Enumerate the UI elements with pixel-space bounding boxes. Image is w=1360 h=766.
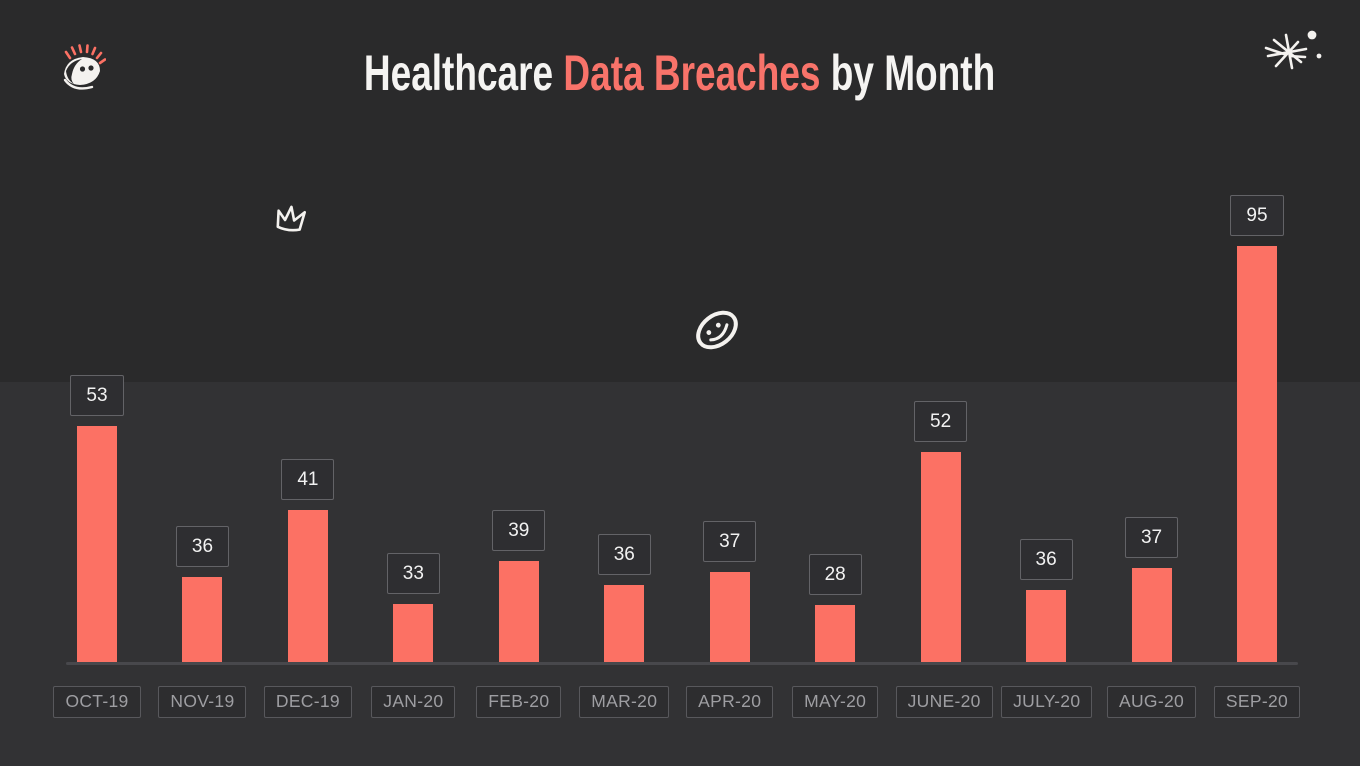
month-label-cell: DEC-19	[263, 686, 353, 718]
bar-column-may-20: 28	[790, 554, 880, 664]
month-label: JULY-20	[1001, 686, 1093, 718]
smiley-doodle-icon	[696, 310, 738, 350]
month-label: SEP-20	[1213, 686, 1301, 718]
value-label: 39	[492, 510, 546, 551]
x-axis-labels: OCT-19 NOV-19 DEC-19 JAN-20 FEB-20 MAR-20 APR-…	[52, 686, 1302, 718]
bar	[287, 510, 328, 664]
value-label: 95	[1230, 195, 1284, 236]
crown-doodle-icon	[276, 205, 307, 232]
value-label: 53	[70, 375, 124, 416]
value-label: 37	[703, 521, 757, 562]
bar-column-nov-19: 36	[157, 526, 247, 664]
title-prefix: Healthcare	[364, 45, 564, 101]
month-label-cell: JUNE-20	[895, 686, 993, 718]
page-title: Healthcare Data Breaches by Month	[0, 44, 1360, 102]
value-label: 37	[1124, 517, 1179, 558]
month-label: AUG-20	[1107, 686, 1197, 718]
bar	[604, 585, 645, 664]
value-label: 36	[175, 526, 230, 567]
month-label-cell: AUG-20	[1107, 686, 1197, 718]
bar	[1026, 590, 1067, 664]
bar	[498, 561, 539, 664]
month-label: DEC-19	[263, 686, 352, 718]
bar-column-july-20: 36	[1001, 539, 1091, 664]
bar-column-sep-20: 95	[1212, 195, 1302, 664]
bar	[920, 452, 961, 664]
title-accent: Data Breaches	[563, 45, 821, 101]
bar-column-apr-20: 37	[685, 521, 775, 664]
sparkle-doodle-icon	[1264, 30, 1322, 70]
month-label-cell: JAN-20	[368, 686, 458, 718]
eye-doodle-icon	[63, 44, 106, 90]
month-label-cell: JULY-20	[1001, 686, 1093, 718]
month-label-cell: FEB-20	[474, 686, 564, 718]
value-label: 41	[281, 459, 335, 500]
bar	[77, 426, 117, 664]
bar-chart: 53 36 41 33 39 36 37 28 52 36 37 95	[52, 0, 1302, 664]
value-label: 33	[386, 553, 440, 594]
bar-column-dec-19: 41	[263, 459, 353, 664]
month-label: JAN-20	[371, 686, 456, 718]
bar-column-mar-20: 36	[579, 534, 669, 664]
value-label: 36	[597, 534, 651, 575]
month-label: NOV-19	[158, 686, 247, 718]
value-label: 36	[1019, 539, 1073, 580]
month-label: APR-20	[686, 686, 774, 718]
bar	[1236, 246, 1277, 664]
month-label-cell: APR-20	[685, 686, 775, 718]
month-label: FEB-20	[476, 686, 562, 718]
bar	[1131, 568, 1172, 664]
bar	[815, 605, 856, 664]
month-label: JUNE-20	[895, 686, 993, 718]
month-label-cell: OCT-19	[52, 686, 142, 718]
month-label-cell: NOV-19	[157, 686, 247, 718]
month-label: OCT-19	[53, 686, 141, 718]
bar-column-june-20: 52	[896, 401, 986, 664]
month-label: MAY-20	[792, 686, 879, 718]
bar-column-oct-19: 53	[52, 375, 142, 664]
bar	[709, 572, 750, 664]
month-label-cell: MAR-20	[579, 686, 670, 718]
x-axis-line	[66, 662, 1298, 665]
title-suffix: by Month	[820, 45, 996, 101]
bar-column-jan-20: 33	[368, 553, 458, 664]
bar	[182, 577, 223, 664]
month-label-cell: SEP-20	[1212, 686, 1302, 718]
month-label-cell: MAY-20	[790, 686, 880, 718]
value-label: 52	[914, 401, 968, 442]
month-label: MAR-20	[579, 686, 670, 718]
bar-column-aug-20: 37	[1107, 517, 1197, 664]
value-label: 28	[808, 554, 862, 595]
bar	[393, 604, 434, 664]
bar-column-feb-20: 39	[474, 510, 564, 664]
